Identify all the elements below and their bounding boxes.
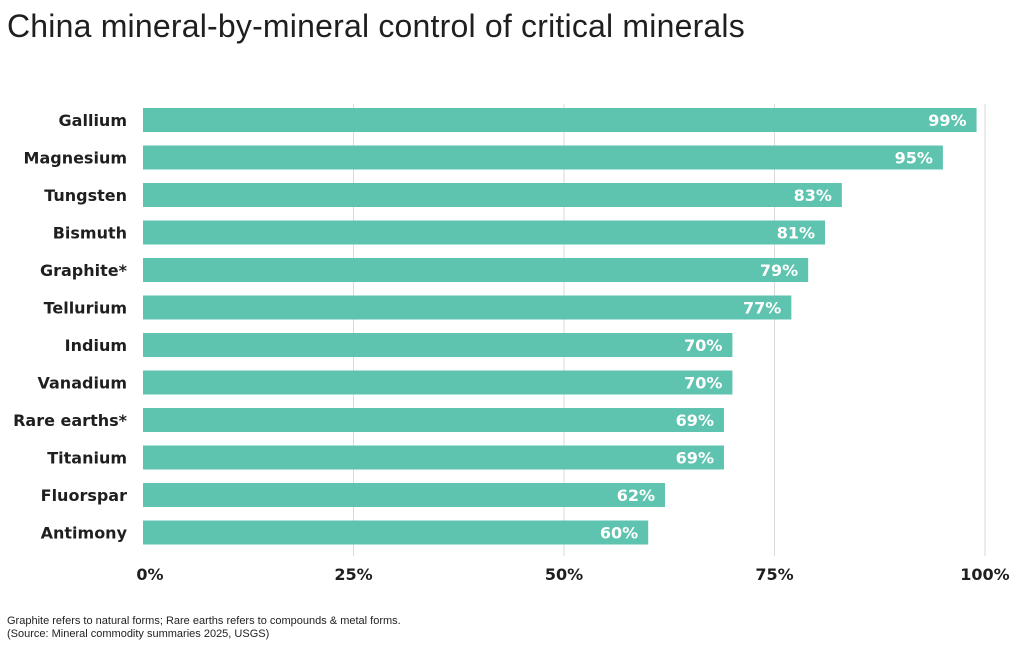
value-label-1: 95% bbox=[895, 149, 933, 168]
category-label-5: Tellurium bbox=[44, 299, 127, 318]
category-label-9: Titanium bbox=[47, 449, 127, 468]
value-label-5: 77% bbox=[743, 299, 781, 318]
footnote-line-1: Graphite refers to natural forms; Rare e… bbox=[7, 615, 401, 627]
category-label-7: Vanadium bbox=[38, 374, 128, 393]
value-label-3: 81% bbox=[777, 224, 815, 243]
value-label-0: 99% bbox=[928, 111, 966, 130]
x-tick-label-25: 25% bbox=[334, 565, 372, 584]
value-label-4: 79% bbox=[760, 261, 798, 280]
x-tick-label-0: 0% bbox=[136, 565, 163, 584]
footnote: Graphite refers to natural forms; Rare e… bbox=[7, 615, 401, 641]
bar-3 bbox=[143, 220, 826, 245]
x-tick-label-50: 50% bbox=[545, 565, 583, 584]
value-label-8: 69% bbox=[676, 411, 714, 430]
category-label-2: Tungsten bbox=[44, 186, 127, 205]
value-label-6: 70% bbox=[684, 336, 722, 355]
value-label-7: 70% bbox=[684, 374, 722, 393]
category-label-6: Indium bbox=[65, 336, 127, 355]
category-label-4: Graphite* bbox=[40, 261, 128, 280]
bar-7 bbox=[143, 370, 733, 395]
x-tick-label-100: 100% bbox=[960, 565, 1009, 584]
bar-10 bbox=[143, 483, 666, 507]
chart-title: China mineral-by-mineral control of crit… bbox=[7, 8, 745, 44]
footnote-line-2: (Source: Mineral commodity summaries 202… bbox=[7, 628, 270, 640]
category-label-3: Bismuth bbox=[53, 224, 127, 243]
bar-1 bbox=[143, 145, 943, 170]
value-label-9: 69% bbox=[676, 449, 714, 468]
category-label-8: Rare earths* bbox=[13, 411, 128, 430]
bar-5 bbox=[143, 295, 792, 320]
bar-4 bbox=[143, 258, 809, 282]
value-label-11: 60% bbox=[600, 524, 638, 543]
x-tick-label-75: 75% bbox=[755, 565, 793, 584]
bar-6 bbox=[143, 333, 733, 357]
value-label-10: 62% bbox=[617, 486, 655, 505]
category-label-10: Fluorspar bbox=[41, 486, 127, 505]
bar-2 bbox=[143, 183, 842, 207]
bar-8 bbox=[143, 408, 724, 432]
category-label-1: Magnesium bbox=[24, 149, 127, 168]
value-label-2: 83% bbox=[794, 186, 832, 205]
category-label-0: Gallium bbox=[59, 111, 127, 130]
bar-9 bbox=[143, 445, 724, 470]
category-label-11: Antimony bbox=[41, 524, 128, 543]
bar-0 bbox=[143, 108, 977, 132]
bar-11 bbox=[143, 520, 649, 545]
